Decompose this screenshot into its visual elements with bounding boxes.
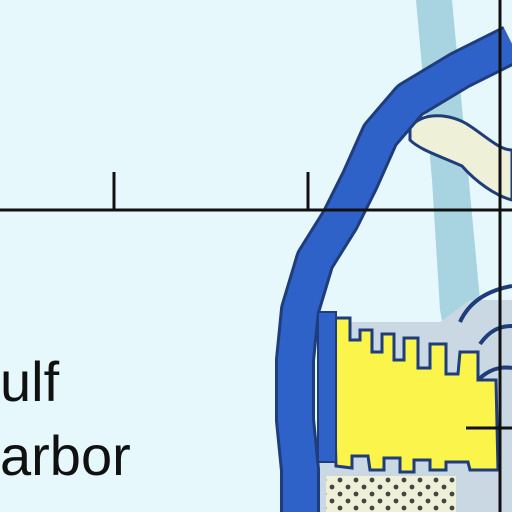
sand-dots xyxy=(326,476,456,512)
inlet-outline-3 xyxy=(476,365,512,382)
land-area-upper xyxy=(408,114,512,202)
land-area-yellow xyxy=(330,316,500,474)
place-label-line-1: ulf xyxy=(0,350,60,413)
inner-jetty xyxy=(317,311,337,463)
breakwater-fill xyxy=(278,28,512,512)
inlet-outline-1 xyxy=(458,284,512,323)
place-label-line-2: arbor xyxy=(0,424,131,487)
inlet-outline-2 xyxy=(478,324,512,346)
